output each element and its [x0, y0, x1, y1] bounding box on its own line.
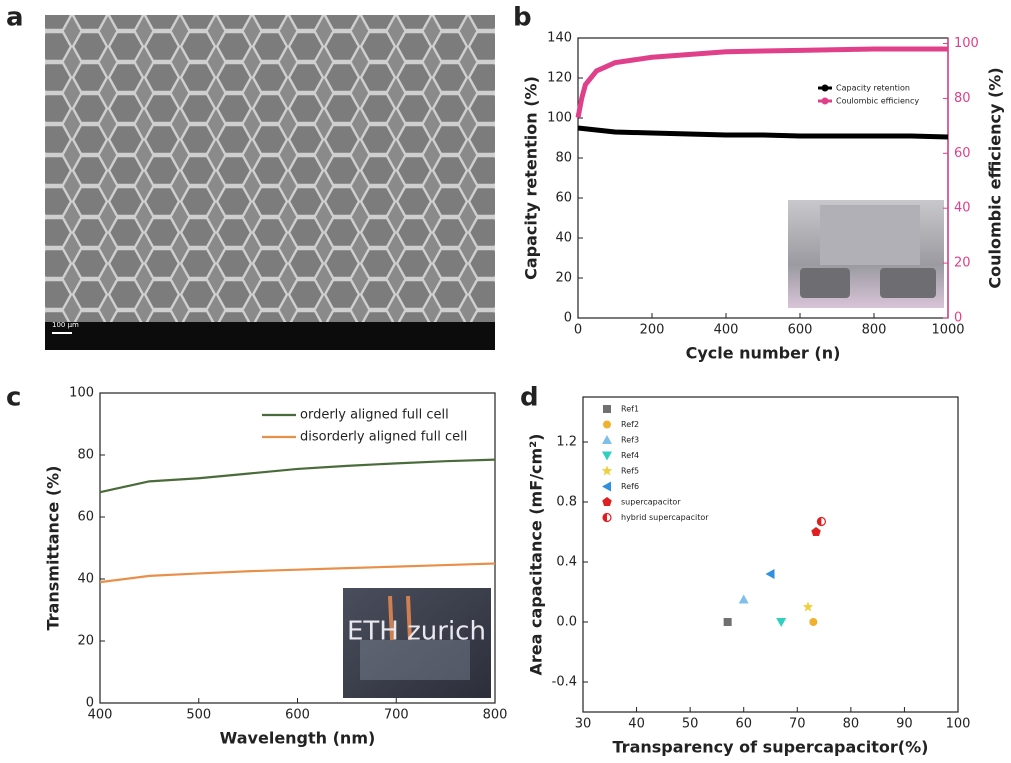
y-tick-label: 60	[77, 510, 94, 525]
x-tick-label: 30	[575, 717, 592, 732]
x-tick-label: 600	[788, 323, 813, 338]
y-tick-label: 0.8	[556, 495, 577, 510]
marker	[739, 595, 749, 604]
marker	[809, 618, 817, 626]
marker	[602, 435, 612, 444]
y2-axis-label: Coulombic efficiency (%)	[986, 67, 1005, 288]
plot-frame	[583, 397, 958, 712]
x-tick-label: 0	[574, 323, 582, 338]
legend-label: supercapacitor	[621, 498, 681, 507]
marker	[776, 618, 786, 627]
x-tick-label: 40	[628, 717, 645, 732]
y-tick-label: 100	[547, 111, 572, 126]
legend-label: hybrid supercapacitor	[621, 513, 709, 522]
x-tick-label: 500	[186, 708, 211, 723]
data-line	[578, 128, 948, 137]
panel-label: b	[513, 3, 532, 33]
data-line	[100, 564, 495, 583]
y-axis-label: Transmittance (%)	[44, 466, 63, 631]
legend-label: Ref6	[621, 482, 639, 491]
marker	[766, 569, 775, 579]
legend-label: Ref2	[621, 420, 639, 429]
x-tick-label: 800	[483, 708, 508, 723]
legend-swatch	[822, 98, 829, 105]
y-tick-label: 0	[564, 311, 572, 326]
sem-image: 100 µm	[45, 15, 495, 350]
y-tick-label: 0.4	[556, 555, 577, 570]
x-tick-label: 800	[862, 323, 887, 338]
inset-text: ETH zurich	[347, 617, 486, 647]
x-tick-label: 600	[285, 708, 310, 723]
x-tick-label: 70	[789, 717, 806, 732]
y2-tick-label: 20	[954, 256, 971, 271]
y-tick-label: 0	[86, 696, 94, 711]
figure: 100 µm ETH zurich a b c d 02004006008001…	[0, 0, 1011, 763]
legend-swatch	[822, 85, 829, 92]
y-tick-label: 40	[77, 572, 94, 587]
marker	[602, 452, 612, 461]
marker	[803, 602, 813, 612]
legend-label: disorderly aligned full cell	[300, 430, 467, 445]
y2-tick-label: 100	[954, 36, 979, 51]
inset-photo-b	[788, 200, 944, 308]
x-tick-label: 60	[735, 717, 752, 732]
y-tick-label: 120	[547, 71, 572, 86]
x-axis-label: Transparency of supercapacitor(%)	[613, 738, 929, 757]
marker	[603, 421, 611, 429]
y2-tick-label: 80	[954, 91, 971, 106]
x-axis-label: Cycle number (n)	[686, 344, 841, 363]
x-tick-label: 700	[384, 708, 409, 723]
legend-label: Ref3	[621, 436, 639, 445]
y-tick-label: 40	[555, 231, 572, 246]
legend-label: Ref5	[621, 467, 639, 476]
y-tick-label: 20	[77, 634, 94, 649]
legend-label: Ref1	[621, 405, 639, 414]
y2-tick-label: 0	[954, 311, 962, 326]
y-tick-label: 80	[555, 151, 572, 166]
panel-label: a	[6, 3, 24, 33]
y-tick-label: 0.0	[556, 615, 577, 630]
marker	[602, 466, 612, 476]
y-tick-label: 140	[547, 31, 572, 46]
legend-label: Capacity retention	[836, 84, 910, 93]
x-tick-label: 80	[843, 717, 860, 732]
y-tick-label: 100	[69, 386, 94, 401]
page: 100 µm ETH zurich a b c d 02004006008001…	[0, 0, 1011, 763]
x-tick-label: 200	[640, 323, 665, 338]
panel-label: d	[520, 383, 539, 413]
marker	[602, 482, 611, 492]
x-tick-label: 100	[946, 717, 971, 732]
y2-tick-label: 60	[954, 146, 971, 161]
x-tick-label: 50	[682, 717, 699, 732]
scale-bar-label: 100 µm	[52, 321, 79, 329]
panel-label: c	[6, 383, 21, 413]
y-tick-label: 60	[555, 191, 572, 206]
y-tick-label: 80	[77, 448, 94, 463]
y2-tick-label: 40	[954, 201, 971, 216]
inset-photo-c: ETH zurich	[343, 588, 491, 698]
legend-label: orderly aligned full cell	[300, 408, 449, 423]
x-tick-label: 90	[896, 717, 913, 732]
legend-label: Coulombic efficiency	[836, 97, 919, 106]
marker	[602, 497, 612, 506]
marker	[603, 405, 611, 413]
legend-label: Ref4	[621, 451, 639, 460]
y-tick-label: -0.4	[552, 675, 577, 690]
x-tick-label: 400	[714, 323, 739, 338]
marker	[724, 618, 732, 626]
y-axis-label: Capacity retention (%)	[522, 76, 541, 280]
y-axis-label: Area capacitance (mF/cm²)	[527, 434, 546, 676]
marker	[811, 527, 821, 536]
y-tick-label: 1.2	[556, 435, 577, 450]
y-tick-label: 20	[555, 271, 572, 286]
x-axis-label: Wavelength (nm)	[220, 729, 376, 748]
data-line	[100, 460, 495, 493]
